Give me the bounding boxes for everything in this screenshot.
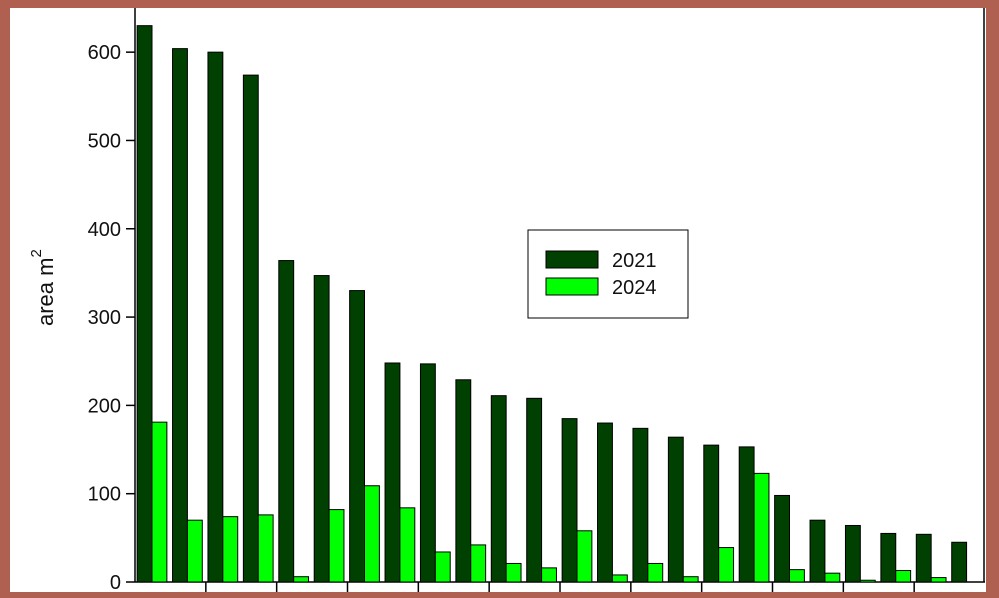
bar-2024	[789, 569, 805, 583]
y-tick-label: 400	[88, 219, 121, 241]
bar-2021	[809, 519, 826, 583]
bar-2024	[470, 544, 487, 583]
y-axis-title: area m2	[28, 249, 58, 326]
bar-2021	[349, 290, 365, 583]
bar-2021	[207, 51, 224, 583]
bar-2024	[364, 485, 380, 583]
legend-box	[527, 229, 689, 319]
bar-2021	[915, 533, 932, 583]
bar-2021	[703, 444, 720, 583]
bars	[136, 25, 968, 583]
y-axis-title-superscript: 2	[28, 249, 45, 257]
bar-2024	[222, 516, 239, 583]
y-tick-label: 200	[88, 395, 121, 417]
bar-2024	[541, 567, 557, 583]
bar-2024	[434, 551, 451, 583]
bar-2024	[328, 509, 345, 583]
bar-2021	[490, 395, 507, 583]
y-tick-label: 600	[88, 42, 121, 64]
bar-2024	[186, 519, 203, 583]
bar-2024	[399, 507, 416, 583]
y-tick-label: 300	[88, 307, 121, 329]
bar-2021	[172, 48, 188, 583]
y-tick-label: 0	[110, 572, 121, 592]
legend-label-2024: 2024	[612, 277, 657, 299]
bar-2021	[597, 422, 613, 583]
bar-2021	[561, 418, 578, 583]
bar-2024	[647, 562, 664, 583]
bar-2021	[844, 524, 861, 583]
bar-2021	[455, 379, 472, 583]
bar-2021	[951, 541, 968, 583]
bar-2021	[278, 260, 295, 583]
bar-2024	[257, 514, 274, 583]
bar-2021	[738, 446, 755, 583]
y-axis-title-text: area m	[33, 258, 58, 326]
bar-2024	[930, 577, 947, 583]
bar-2021	[774, 494, 790, 583]
bar-2024	[718, 547, 735, 583]
chart-frame: 0 100 200 300 400 500 600 2021 2024 area m2	[10, 8, 986, 592]
bar-2021	[384, 362, 401, 583]
legend: 2021 2024	[527, 229, 689, 319]
bar-2021	[632, 427, 649, 583]
bar-2021	[419, 363, 436, 583]
bar-2024	[753, 472, 770, 583]
bar-2021	[242, 74, 259, 583]
bar-2024	[859, 579, 876, 583]
bar-2021	[880, 532, 897, 583]
legend-swatch-2024	[545, 277, 599, 296]
bar-2021	[136, 25, 153, 583]
y-tick-label: 500	[88, 130, 121, 152]
bar-2024	[824, 572, 841, 583]
bar-2024	[895, 570, 912, 583]
bar-chart: 0 100 200 300 400 500 600 2021 2024 area m2	[28, 8, 985, 592]
legend-swatch-2021	[545, 250, 599, 269]
bar-2021	[313, 275, 330, 583]
y-tick-label: 100	[88, 484, 121, 506]
bar-2024	[293, 576, 310, 583]
bar-2024	[682, 576, 699, 583]
bar-2021	[667, 436, 684, 583]
bar-2024	[611, 574, 628, 583]
axes: 0 100 200 300 400 500 600	[88, 8, 985, 592]
bar-2024	[505, 562, 522, 583]
bar-2021	[526, 397, 543, 583]
bar-2024	[576, 530, 593, 583]
bar-2024	[151, 421, 168, 583]
legend-label-2021: 2021	[612, 250, 657, 272]
